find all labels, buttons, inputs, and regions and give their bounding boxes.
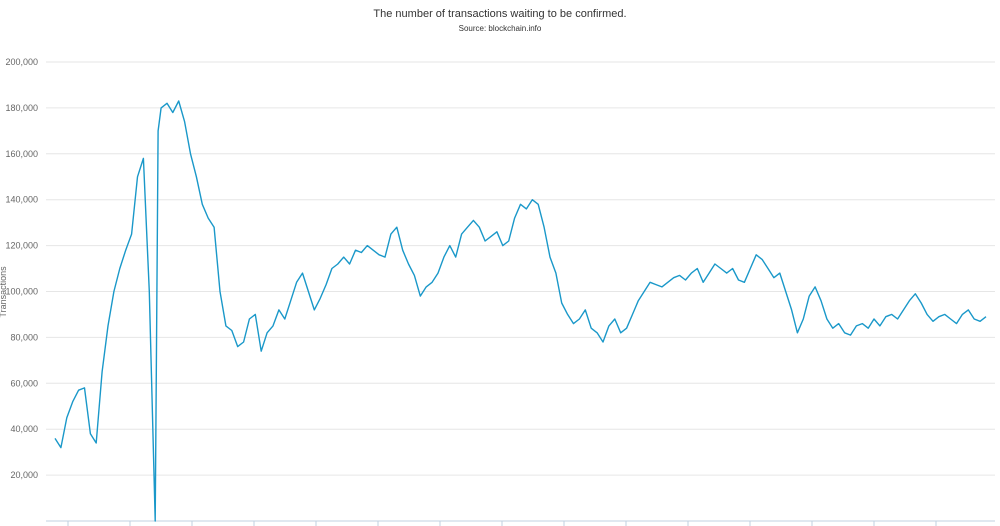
y-axis-label: Transactions bbox=[0, 266, 8, 318]
y-tick-label: 140,000 bbox=[5, 195, 38, 205]
chart-source: Source: blockchain.info bbox=[458, 24, 542, 33]
y-tick-label: 60,000 bbox=[10, 378, 38, 388]
grid-lines bbox=[46, 61, 995, 476]
y-tick-label: 20,000 bbox=[10, 470, 38, 480]
y-tick-label: 100,000 bbox=[5, 287, 38, 297]
y-tick-label: 160,000 bbox=[5, 149, 38, 159]
y-axis-ticks: 20,000 40,000 60,000 80,000 100,000 120,000 14… bbox=[5, 57, 38, 480]
y-tick-label: 80,000 bbox=[10, 332, 38, 342]
y-tick-label: 200,000 bbox=[5, 57, 38, 67]
y-tick-label: 40,000 bbox=[10, 424, 38, 434]
y-tick-label: 120,000 bbox=[5, 241, 38, 251]
x-axis-ticks bbox=[46, 520, 995, 526]
series-line bbox=[54, 100, 987, 522]
y-tick-label: 180,000 bbox=[5, 103, 38, 113]
series-group bbox=[54, 100, 987, 522]
chart-subtitle: The number of transactions waiting to be… bbox=[373, 8, 627, 20]
